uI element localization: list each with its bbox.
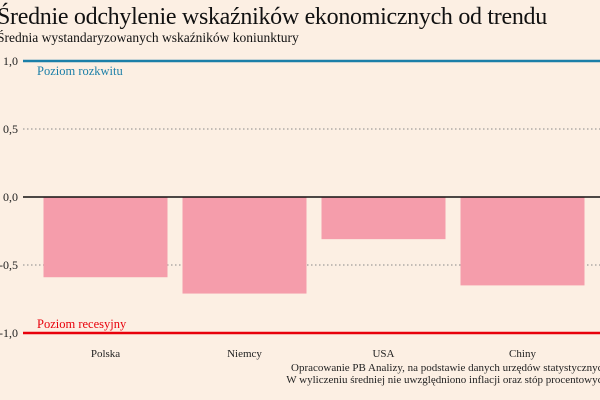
method-note: W wyliczeniu średniej nie uwzględniono i… — [286, 374, 600, 386]
x-tick-label: Polska — [91, 348, 120, 360]
reference-label: Poziom rozkwitu — [37, 64, 124, 78]
y-tick-label: -1,0 — [0, 326, 18, 340]
bar-polska — [43, 197, 168, 278]
bar-usa — [321, 197, 446, 240]
y-tick-label: 0,0 — [3, 190, 18, 204]
y-tick-label: 1,0 — [3, 54, 18, 68]
bar-niemcy — [182, 197, 307, 294]
chart-subtitle: Średnia wystandaryzowanych wskaźników ko… — [0, 30, 299, 45]
source-note: Opracowanie PB Analizy, na podstawie dan… — [291, 362, 600, 374]
bar-chiny — [460, 197, 585, 286]
x-tick-label: Chiny — [509, 348, 536, 360]
chart-title: Średnie odchylenie wskaźników ekonomiczn… — [0, 4, 547, 30]
reference-label: Poziom recesyjny — [37, 317, 127, 331]
x-tick-label: Niemcy — [227, 348, 262, 360]
y-tick-label: 0,5 — [3, 122, 18, 136]
x-tick-label: USA — [372, 348, 394, 360]
y-tick-label: -0,5 — [0, 258, 18, 272]
